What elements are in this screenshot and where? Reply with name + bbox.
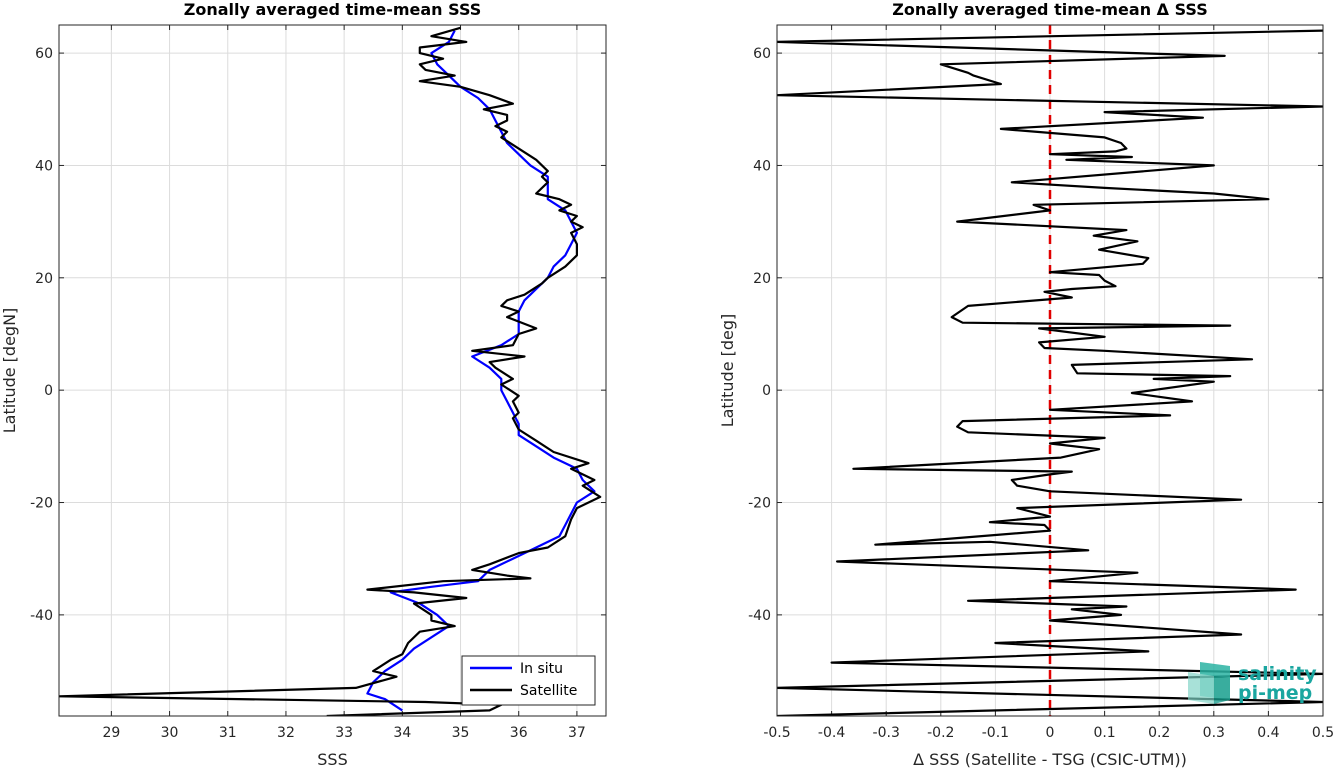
sss-x-tick-label: 34 bbox=[393, 725, 411, 741]
delta-x-tick-label: -0.2 bbox=[927, 725, 954, 741]
sss-y-tick-label: 60 bbox=[35, 46, 53, 62]
delta-x-ticks: -0.5 -0.4 -0.3 -0.2 -0.1 0 0.1 0.2 0.3 0.4 0.5 bbox=[763, 25, 1334, 741]
delta-y-tick-label: 60 bbox=[753, 46, 771, 62]
delta-y-tick-label: 0 bbox=[762, 383, 771, 399]
sss-x-tick-label: 31 bbox=[219, 725, 237, 741]
delta-y-tick-label: -40 bbox=[748, 608, 771, 624]
delta-sss-series-line bbox=[777, 29, 1323, 716]
legend-satellite-label: Satellite bbox=[520, 683, 577, 699]
delta-y-axis-label: Latitude [deg] bbox=[718, 314, 737, 428]
sss-series bbox=[59, 26, 602, 716]
delta-x-axis-label: Δ SSS (Satellite - TSG (CSIC-UTM)) bbox=[913, 750, 1187, 769]
sss-x-tick-label: 37 bbox=[568, 725, 586, 741]
sss-x-tick-label: 35 bbox=[452, 725, 470, 741]
sss-y-tick-label: 20 bbox=[35, 271, 53, 287]
delta-y-tick-label: 40 bbox=[753, 158, 771, 174]
salinity-pi-mep-logo: salinity pi-mep bbox=[1188, 662, 1317, 704]
delta-x-tick-label: 0.3 bbox=[1203, 725, 1225, 741]
sss-x-axis-label: SSS bbox=[317, 750, 347, 769]
delta-x-tick-label: 0.1 bbox=[1093, 725, 1115, 741]
legend-box bbox=[461, 655, 596, 706]
sss-x-ticks: 29 30 31 32 33 34 35 36 37 bbox=[102, 25, 586, 741]
legend-insitu-label: In situ bbox=[520, 661, 563, 677]
sss-y-axis-label: Latitude [degN] bbox=[0, 308, 19, 434]
sss-x-tick-label: 33 bbox=[335, 725, 353, 741]
salinity-pi-mep-logo-icon bbox=[1188, 662, 1230, 704]
delta-axes-frame bbox=[776, 24, 1324, 717]
sss-y-tick-label: -20 bbox=[30, 496, 53, 512]
sss-grid bbox=[59, 25, 606, 716]
delta-x-tick-label: 0 bbox=[1046, 725, 1055, 741]
delta-x-tick-label: 0.2 bbox=[1148, 725, 1170, 741]
delta-y-tick-label: -20 bbox=[748, 496, 771, 512]
sss-x-tick-label: 30 bbox=[161, 725, 179, 741]
sss-chart-title: Zonally averaged time-mean SSS bbox=[184, 0, 482, 19]
in-situ-series-line bbox=[366, 30, 596, 712]
delta-x-tick-label: 0.5 bbox=[1312, 725, 1334, 741]
sss-y-tick-label: 0 bbox=[44, 383, 53, 399]
sss-legend: In situ Satellite bbox=[461, 655, 596, 706]
logo-text-salinity: salinity bbox=[1238, 663, 1317, 685]
delta-x-tick-label: -0.1 bbox=[982, 725, 1009, 741]
sss-x-tick-label: 29 bbox=[102, 725, 120, 741]
sss-panel: 29 30 31 32 33 34 35 36 37 -40 -20 0 20 40 60 Zonally… bbox=[0, 0, 607, 769]
delta-x-tick-label: -0.5 bbox=[763, 725, 790, 741]
sss-axes-frame bbox=[58, 24, 607, 717]
delta-y-tick-label: 20 bbox=[753, 271, 771, 287]
satellite-series-line bbox=[59, 26, 602, 716]
delta-x-tick-label: -0.4 bbox=[818, 725, 845, 741]
sss-x-tick-label: 32 bbox=[277, 725, 295, 741]
sss-y-ticks: -40 -20 0 20 40 60 bbox=[30, 46, 606, 624]
sss-y-tick-label: 40 bbox=[35, 158, 53, 174]
delta-y-ticks: -40 -20 0 20 40 60 bbox=[748, 46, 1323, 624]
delta-sss-panel: -0.5 -0.4 -0.3 -0.2 -0.1 0 0.1 0.2 0.3 0.4 0.5 -40… bbox=[718, 0, 1334, 769]
delta-x-tick-label: -0.3 bbox=[873, 725, 900, 741]
delta-chart-title: Zonally averaged time-mean Δ SSS bbox=[892, 0, 1208, 19]
sss-y-tick-label: -40 bbox=[30, 608, 53, 624]
logo-text-pi-mep: pi-mep bbox=[1238, 682, 1312, 704]
delta-x-tick-label: 0.4 bbox=[1257, 725, 1279, 741]
delta-series bbox=[777, 29, 1323, 716]
sss-x-tick-label: 36 bbox=[510, 725, 528, 741]
